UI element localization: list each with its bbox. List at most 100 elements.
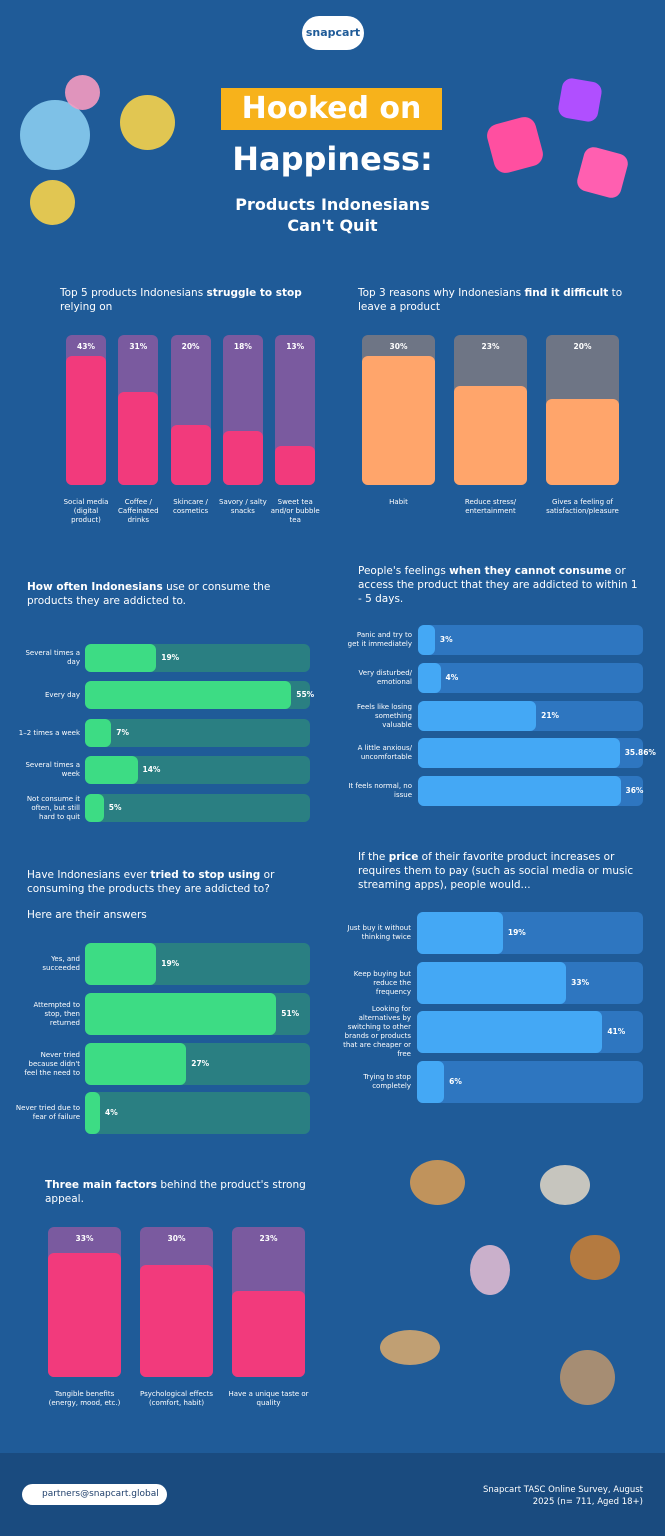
chart-title: If the price of their favorite product i… bbox=[358, 850, 643, 892]
title-part: use or consume the products they are add… bbox=[27, 581, 271, 607]
value-label: 41% bbox=[607, 1027, 626, 1036]
decoration bbox=[556, 76, 604, 124]
title-part: Top 3 reasons why Indonesians bbox=[358, 287, 525, 299]
category-label: Just buy it without thinking twice bbox=[347, 924, 411, 941]
value-label: 20% bbox=[181, 342, 200, 351]
category-label: A little anxious/ uncomfortable bbox=[357, 744, 412, 761]
chart-title: Top 3 reasons why Indonesians find it di… bbox=[358, 286, 638, 314]
value-label: 23% bbox=[481, 342, 500, 351]
title-part: How often Indonesians bbox=[27, 581, 163, 593]
category-label: Tangible benefits (energy, mood, etc.) bbox=[48, 1390, 121, 1407]
title-part: tried to stop using bbox=[150, 869, 261, 881]
bar-track bbox=[418, 625, 643, 655]
bar bbox=[85, 681, 292, 709]
category-label: Never tried because didn't feel the need… bbox=[24, 1050, 80, 1077]
bar bbox=[85, 943, 157, 985]
chart-title: People's feelings when they cannot consu… bbox=[358, 564, 643, 606]
value-label: 4% bbox=[105, 1108, 118, 1117]
value-label: 30% bbox=[389, 342, 408, 351]
chart-title: Top 5 products Indonesians struggle to s… bbox=[60, 286, 325, 314]
value-label: 3% bbox=[439, 635, 453, 644]
category-label: Keep buying but reduce the frequency bbox=[353, 969, 411, 996]
value-label: 4% bbox=[445, 673, 459, 682]
bar bbox=[418, 776, 621, 806]
title-part: behind the product's strong appeal. bbox=[45, 1179, 306, 1205]
bar bbox=[85, 644, 157, 672]
decoration bbox=[20, 100, 90, 170]
chart-title: Three main factors behind the product's … bbox=[45, 1178, 315, 1206]
bar-track bbox=[85, 1092, 310, 1134]
bar bbox=[66, 356, 106, 485]
title-part: Top 5 products Indonesians bbox=[60, 287, 207, 299]
bar bbox=[85, 719, 112, 747]
title: Happiness: bbox=[232, 140, 433, 178]
bar bbox=[85, 993, 277, 1035]
category-label: Sweet tea and/or bubble tea bbox=[270, 498, 320, 524]
decoration bbox=[120, 95, 175, 150]
value-label: 21% bbox=[541, 711, 560, 720]
value-label: 19% bbox=[161, 653, 180, 662]
food-decoration bbox=[380, 1330, 440, 1365]
title-part: price bbox=[388, 851, 419, 863]
title-part: If the bbox=[358, 851, 389, 863]
title-box: Hooked on bbox=[221, 88, 442, 130]
category-label: Reduce stress/ entertainment bbox=[464, 498, 517, 515]
category-label: Every day bbox=[45, 690, 80, 699]
bar bbox=[417, 912, 503, 954]
bar bbox=[85, 794, 104, 822]
food-decoration bbox=[560, 1350, 615, 1405]
value-label: 7% bbox=[116, 728, 129, 737]
bar bbox=[222, 431, 263, 485]
bar bbox=[418, 663, 441, 693]
value-label: 43% bbox=[77, 342, 95, 351]
decoration bbox=[65, 75, 100, 110]
food-decoration bbox=[540, 1165, 590, 1205]
bar bbox=[417, 1011, 603, 1053]
title-part: struggle to stop bbox=[206, 287, 302, 299]
category-label: Social media (digital product) bbox=[63, 498, 109, 524]
bar bbox=[454, 386, 527, 485]
bar bbox=[85, 1043, 187, 1085]
category-label: Looking for alternatives by switching to… bbox=[343, 1005, 411, 1058]
category-label: Psychological effects (comfort, habit) bbox=[139, 1390, 214, 1407]
category-label: 1–2 times a week bbox=[18, 728, 80, 737]
title-part: Have Indonesians ever bbox=[27, 869, 151, 881]
title-part: relying on bbox=[60, 301, 113, 313]
value-label: 36% bbox=[625, 786, 644, 795]
value-label: 33% bbox=[75, 1234, 94, 1243]
category-label: Skincare / cosmetics bbox=[173, 498, 209, 515]
bar-track bbox=[85, 794, 310, 822]
category-label: Gives a feeling of satisfaction/pleasure bbox=[546, 498, 619, 515]
email-pill[interactable]: partners@snapcart.global bbox=[22, 1484, 167, 1505]
category-label: Attempted to stop, then returned bbox=[33, 1000, 80, 1027]
value-label: 20% bbox=[573, 342, 592, 351]
category-label: Several times a day bbox=[25, 649, 80, 666]
title-part: find it difficult bbox=[524, 287, 609, 299]
title-part: or access the product that they are addi… bbox=[358, 565, 638, 605]
category-label: Not consume it often, but still hard to … bbox=[26, 794, 80, 821]
category-label: Trying to stop completely bbox=[363, 1073, 411, 1090]
category-label: Several times a week bbox=[25, 761, 80, 778]
bar bbox=[48, 1253, 121, 1377]
chart-title: How often Indonesians use or consume the… bbox=[27, 580, 287, 608]
title-part: to leave a product bbox=[358, 287, 623, 313]
bar bbox=[118, 392, 159, 485]
food-decoration bbox=[410, 1160, 465, 1205]
title-part: People's feelings bbox=[358, 565, 450, 577]
category-label: Feels like losing something valuable bbox=[357, 702, 412, 729]
category-label: Savory / salty snacks bbox=[219, 498, 267, 515]
category-label: Coffee / Caffeinated drinks bbox=[118, 498, 159, 524]
bar bbox=[418, 625, 435, 655]
value-label: 19% bbox=[161, 959, 180, 968]
title-part: Three main factors bbox=[45, 1179, 158, 1191]
source: Snapcart TASC Online Survey, August 2025… bbox=[482, 1485, 643, 1507]
value-label: 55% bbox=[296, 690, 315, 699]
value-label: 6% bbox=[449, 1077, 462, 1086]
value-label: 33% bbox=[571, 978, 590, 987]
title-part: when they cannot consume bbox=[449, 565, 612, 577]
category-label: Have a unique taste or quality bbox=[228, 1390, 309, 1407]
value-label: 27% bbox=[191, 1059, 210, 1068]
subtitle: Products Indonesians Can't Quit bbox=[235, 195, 430, 235]
value-label: 13% bbox=[286, 342, 305, 351]
